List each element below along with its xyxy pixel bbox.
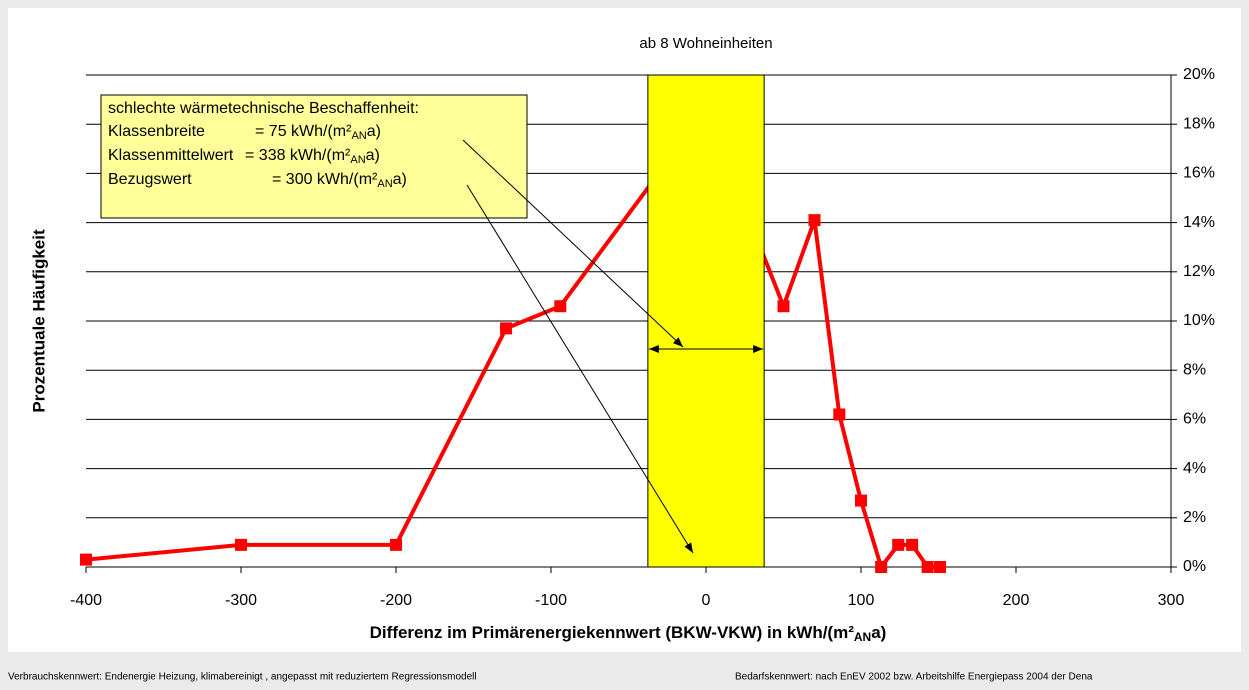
x-tick-label: 300 (1158, 592, 1185, 609)
y-tick-label: 10% (1183, 312, 1215, 329)
y-tick-label: 20% (1183, 66, 1215, 83)
chart-title: ab 8 Wohneinheiten (639, 35, 772, 52)
data-point (921, 561, 934, 573)
y-tick-label: 0% (1183, 558, 1206, 575)
x-axis-label: Differenz im Primärenergiekennwert (BKW-… (370, 623, 887, 644)
class-band (647, 74, 765, 568)
x-tick-label: -300 (225, 592, 257, 609)
y-tick-label: 14% (1183, 214, 1215, 231)
pointer-arrow (462, 139, 684, 348)
footnote: Verbrauchskennwert: Endenergie Heizung, … (8, 672, 477, 683)
y-tick-label: 2% (1183, 509, 1206, 526)
y-tick-label: 4% (1183, 460, 1206, 477)
x-tick-label: 200 (1003, 592, 1030, 609)
footnote: Bedarfskennwert: nach EnEV 2002 bzw. Arb… (735, 672, 1093, 683)
data-point (390, 538, 402, 551)
data-point (777, 300, 790, 313)
data-point (235, 538, 247, 551)
data-point (934, 561, 947, 573)
x-tick-label: -400 (70, 592, 102, 609)
y-tick-label: 16% (1183, 165, 1215, 182)
annotation-value: = 300 kWh/(m²ANa) (272, 171, 407, 190)
data-point (500, 322, 513, 335)
y-axis-label: Prozentuale Häufigkeit (29, 229, 48, 413)
y-tick-label: 12% (1183, 263, 1215, 280)
data-point (80, 553, 92, 566)
x-tick-label: 0 (702, 592, 711, 609)
data-point (875, 561, 888, 573)
x-tick-label: -100 (535, 592, 567, 609)
y-tick-label: 6% (1183, 411, 1206, 428)
data-point (855, 494, 867, 507)
data-point (833, 408, 846, 421)
y-tick-label: 8% (1183, 361, 1206, 378)
annotation-box (100, 94, 528, 219)
annotation-value: = 75 kWh/(m²ANa) (255, 123, 381, 142)
annotation-name: Klassenbreite (108, 123, 205, 140)
annotation-name: Klassenmittelwert (108, 147, 234, 164)
x-tick-label: -200 (380, 592, 412, 609)
annotation-name: Bezugswert (108, 171, 192, 188)
annotation-heading: schlechte wärmetechnische Beschaffenheit… (108, 100, 419, 117)
y-tick-label: 18% (1183, 115, 1215, 132)
data-point (808, 214, 821, 227)
data-point (892, 538, 905, 551)
data-point (554, 300, 567, 313)
x-tick-label: 100 (848, 592, 875, 609)
data-point (906, 538, 919, 551)
pointer-arrow (466, 184, 694, 554)
annotation-value: = 338 kWh/(m²ANa) (245, 147, 380, 166)
